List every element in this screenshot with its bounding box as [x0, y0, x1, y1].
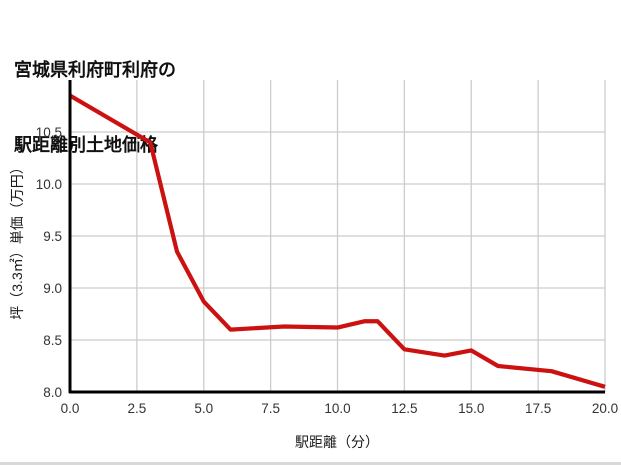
- x-axis-tick-labels: 0.0 2.5 5.0 7.5 10.0 12.5 15.0 17.5 20.0: [61, 401, 619, 416]
- chart-title: 宮城県利府町利府の 駅距離別土地価格: [14, 8, 434, 208]
- grid-lines: [69, 80, 606, 393]
- x-tick-label: 0.0: [61, 401, 80, 416]
- x-tick-label: 12.5: [391, 401, 417, 416]
- y-tick-label: 8.0: [43, 385, 62, 400]
- y-tick-label: 8.5: [43, 333, 62, 348]
- x-tick-label: 7.5: [261, 401, 280, 416]
- series-lines: [68, 93, 606, 389]
- x-tick-label: 20.0: [592, 401, 618, 416]
- chart-title-line-1: 宮城県利府町利府の: [14, 60, 176, 80]
- x-tick-label: 10.0: [324, 401, 350, 416]
- x-axis-title: 駅距離（分）: [295, 434, 379, 450]
- y-tick-label: 9.5: [43, 229, 62, 244]
- series-line: [68, 93, 606, 389]
- axis-spines: [68, 80, 605, 394]
- x-tick-label: 2.5: [127, 401, 146, 416]
- bottom-divider: [0, 462, 621, 465]
- chart-title-line-2: 駅距離別土地価格: [14, 135, 158, 155]
- y-axis-title: 坪（3.3㎡）単価（万円）: [9, 160, 25, 319]
- x-tick-label: 15.0: [458, 401, 484, 416]
- y-tick-label: 9.0: [43, 281, 62, 296]
- x-tick-label: 17.5: [525, 401, 551, 416]
- y-tick-label: 10.0: [36, 177, 62, 192]
- x-tick-label: 5.0: [194, 401, 213, 416]
- y-axis-tick-labels: 8.0 8.5 9.0 9.5 10.0 10.5: [36, 125, 62, 400]
- y-tick-label: 10.5: [36, 125, 62, 140]
